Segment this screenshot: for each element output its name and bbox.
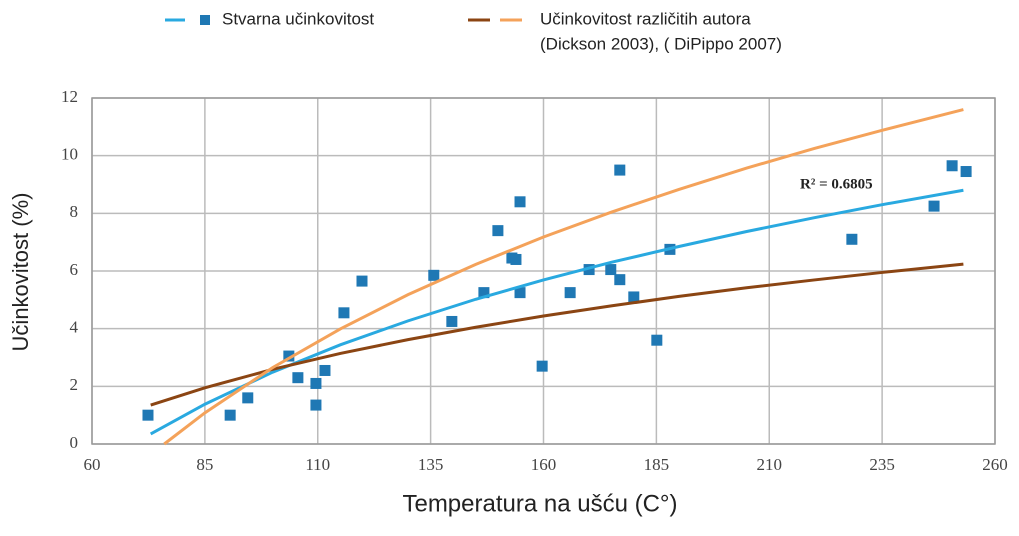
y-tick-label: 4: [70, 318, 79, 337]
data-point: [928, 200, 940, 212]
x-tick-label: 110: [305, 455, 330, 474]
plot-frame: [91, 97, 996, 445]
data-point: [428, 269, 440, 281]
x-tick-label: 185: [644, 455, 670, 474]
data-point: [356, 275, 368, 287]
x-tick-label: 85: [196, 455, 213, 474]
y-tick-label: 0: [70, 433, 79, 452]
data-point: [605, 264, 617, 276]
data-point: [960, 166, 972, 178]
data-point: [946, 160, 958, 172]
data-point: [292, 372, 304, 384]
data-point: [338, 307, 350, 319]
y-tick-label: 6: [70, 260, 79, 279]
y-axis-label: Učinkovitost (%): [8, 193, 33, 352]
data-point: [310, 377, 322, 389]
x-tick-label: 60: [84, 455, 101, 474]
annotation: R² = 0.6805: [800, 176, 873, 192]
data-point: [614, 164, 626, 176]
y-tick-label: 8: [70, 202, 79, 221]
data-point: [651, 334, 663, 346]
data-point: [446, 315, 458, 327]
data-point: [283, 350, 295, 362]
legend-label: Učinkovitost različitih autora: [540, 9, 751, 28]
data-point: [478, 287, 490, 299]
y-tick-label: 10: [61, 145, 78, 164]
y-tick-label: 12: [61, 87, 78, 106]
x-tick-label: 160: [531, 455, 557, 474]
data-point: [564, 287, 576, 299]
data-point: [846, 233, 858, 245]
legend-label: Stvarna učinkovitost: [222, 9, 374, 28]
x-tick-label: 260: [982, 455, 1008, 474]
x-tick-label: 235: [869, 455, 895, 474]
trend-line: [150, 262, 964, 407]
data-point: [614, 274, 626, 286]
x-tick-label: 210: [757, 455, 783, 474]
data-point: [628, 291, 640, 303]
data-point: [510, 253, 522, 265]
data-point: [319, 364, 331, 376]
data-point: [310, 399, 322, 411]
trend-line: [149, 188, 964, 436]
x-tick-label: 135: [418, 455, 444, 474]
data-point: [514, 196, 526, 208]
data-point: [224, 409, 236, 421]
trend-line: [163, 108, 964, 446]
legend-note: (Dickson 2003), ( DiPippo 2007): [540, 34, 782, 53]
data-point: [536, 360, 548, 372]
data-point: [242, 392, 254, 404]
data-point: [142, 409, 154, 421]
y-tick-label: 2: [70, 375, 79, 394]
legend-swatch: [200, 15, 210, 25]
x-axis-label: Temperatura na ušću (C°): [402, 490, 677, 517]
data-point: [514, 287, 526, 299]
data-point: [492, 225, 504, 237]
